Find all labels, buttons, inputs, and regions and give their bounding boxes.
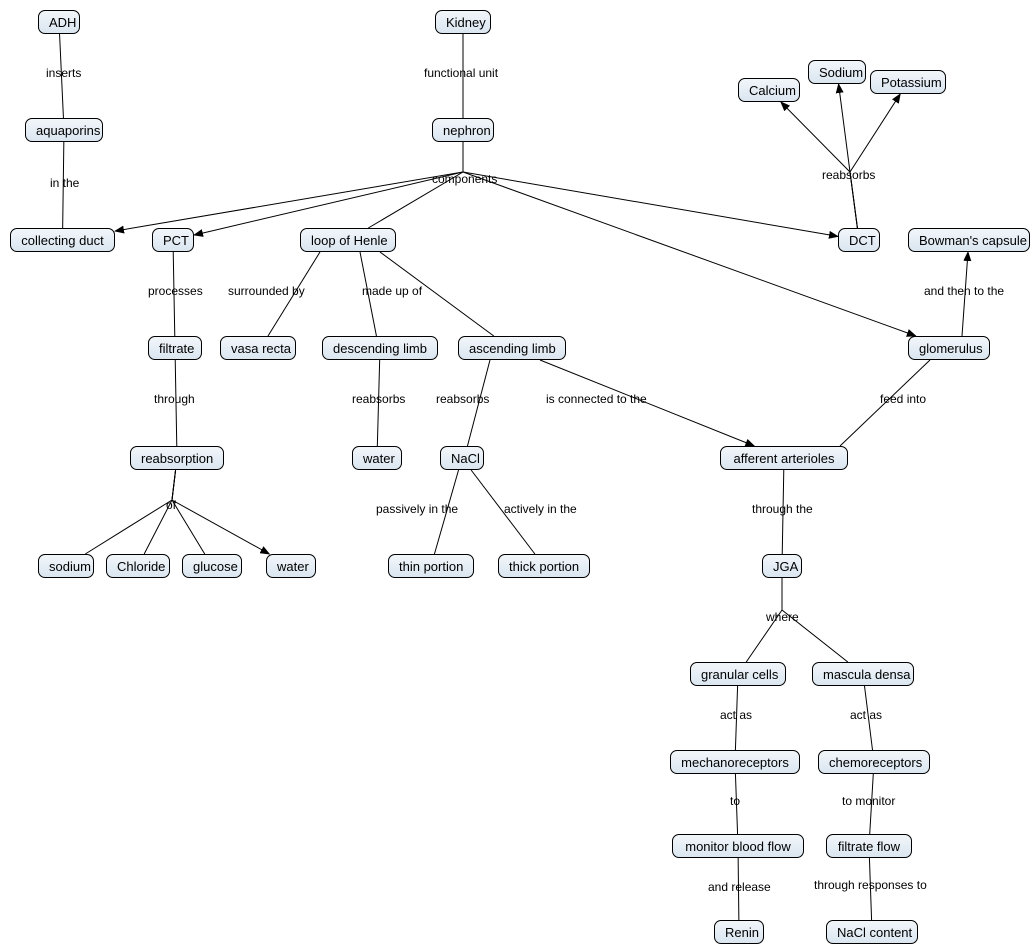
edge-21 xyxy=(144,470,175,554)
edge-layer xyxy=(0,0,1035,951)
node-nephron: nephron xyxy=(432,118,494,142)
edge-label-9: processes xyxy=(148,284,203,298)
edge-label-16: reabsorbs xyxy=(436,392,489,406)
node-thin: thin portion xyxy=(388,554,474,578)
edge-label-10: surrounded by xyxy=(228,284,305,298)
node-bowman: Bowman's capsule xyxy=(908,228,1030,252)
edge-label-24: of xyxy=(166,498,176,512)
edge-38 xyxy=(839,84,858,228)
edge-label-31: act as xyxy=(720,708,752,722)
edge-label-27: through the xyxy=(752,502,813,516)
edge-22 xyxy=(172,470,205,554)
node-mechano: mechanoreceptors xyxy=(670,750,800,774)
node-glomerulus: glomerulus xyxy=(908,336,990,360)
node-chloride: Chloride xyxy=(106,554,170,578)
node-potassium: Potassium xyxy=(870,70,946,94)
node-nacl: NaCl xyxy=(440,446,484,470)
edge-label-34: to monitor xyxy=(842,794,895,808)
edge-label-8: components xyxy=(432,172,497,186)
edge-label-15: reabsorbs xyxy=(352,392,405,406)
edge-label-40: reabsorbs xyxy=(822,168,875,182)
edge-20 xyxy=(85,470,175,554)
edge-label-36: through responses to xyxy=(814,878,927,892)
node-aquaporins: aquaporins xyxy=(25,118,103,142)
node-chemo: chemoreceptors xyxy=(818,750,930,774)
edge-3 xyxy=(194,142,463,235)
edge-37 xyxy=(781,102,858,228)
node-adh: ADH xyxy=(38,10,80,34)
edge-label-35: and release xyxy=(708,880,771,894)
node-kidney: Kidney xyxy=(435,10,491,34)
edge-label-26: actively in the xyxy=(504,502,577,516)
node-reabsorption: reabsorption xyxy=(130,446,224,470)
edge-label-14: through xyxy=(154,392,195,406)
node-afferent: afferent arterioles xyxy=(720,446,848,470)
node-granular: granular cells xyxy=(690,662,786,686)
edge-4 xyxy=(115,142,463,231)
edge-label-32: act as xyxy=(850,708,882,722)
node-filtrate_flow: filtrate flow xyxy=(826,834,912,858)
node-thick: thick portion xyxy=(498,554,590,578)
edge-label-18: feed into xyxy=(880,392,926,406)
node-water_d: water xyxy=(352,446,402,470)
edge-label-30: where xyxy=(766,610,799,624)
node-pct: PCT xyxy=(152,228,194,252)
edge-6 xyxy=(463,142,838,236)
edge-label-0: inserts xyxy=(46,66,81,80)
edge-label-2: functional unit xyxy=(424,66,498,80)
node-mascula: mascula densa xyxy=(812,662,914,686)
edge-label-1: in the xyxy=(50,176,79,190)
edge-label-33: to xyxy=(730,794,740,808)
node-ascending: ascending limb xyxy=(458,336,566,360)
node-filtrate: filtrate xyxy=(148,336,202,360)
edge-23 xyxy=(172,470,269,554)
node-jga: JGA xyxy=(762,554,802,578)
node-descending: descending limb xyxy=(322,336,438,360)
node-vasa: vasa recta xyxy=(220,336,296,360)
node-monitor_bf: monitor blood flow xyxy=(672,834,804,858)
node-loop: loop of Henle xyxy=(300,228,396,252)
edge-label-17: is connected to the xyxy=(546,392,647,406)
edge-label-13: made up of xyxy=(362,284,422,298)
node-glucose: glucose xyxy=(182,554,242,578)
edge-label-19: and then to the xyxy=(924,284,1004,298)
node-water_r: water xyxy=(266,554,316,578)
edge-label-25: passively in the xyxy=(376,502,458,516)
node-sodium: sodium xyxy=(38,554,94,578)
node-sodium_top: Sodium xyxy=(808,60,866,84)
node-nacl_content: NaCl content xyxy=(826,920,918,944)
node-renin: Renin xyxy=(714,920,764,944)
edge-39 xyxy=(850,94,900,228)
node-dct: DCT xyxy=(838,228,880,252)
node-collecting: collecting duct xyxy=(10,228,115,252)
node-calcium: Calcium xyxy=(738,78,800,102)
